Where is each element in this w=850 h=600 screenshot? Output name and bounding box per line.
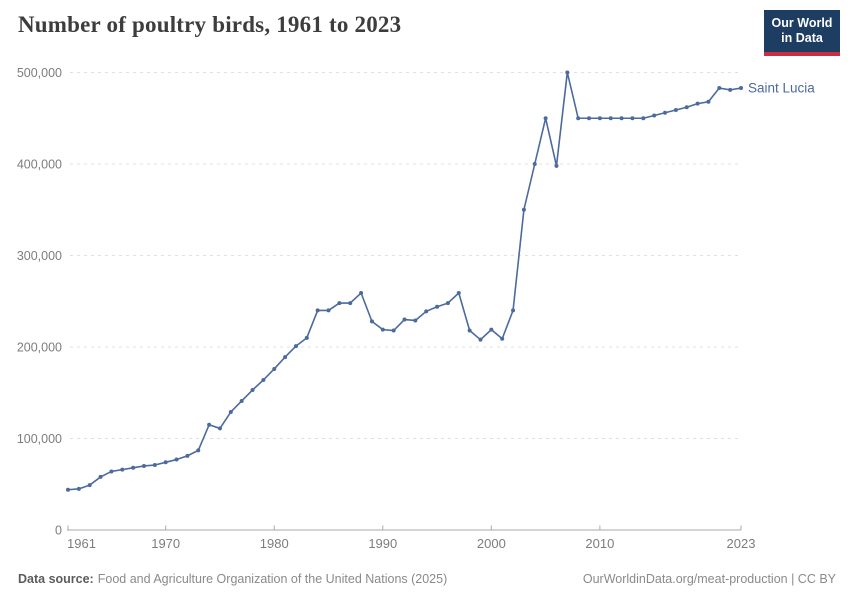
data-point[interactable] [98,474,103,479]
data-point[interactable] [684,105,689,110]
data-point[interactable] [109,469,114,474]
data-point[interactable] [587,116,592,121]
data-line [67,71,742,491]
data-point[interactable] [207,422,212,427]
x-tick-label: 1990 [368,536,397,551]
data-point[interactable] [576,116,581,121]
y-tick-label: 300,000 [17,249,62,263]
data-point[interactable] [348,301,353,306]
data-point[interactable] [380,327,385,332]
y-tick-label: 100,000 [17,432,62,446]
data-point[interactable] [163,460,168,465]
data-point[interactable] [185,453,190,458]
data-point[interactable] [663,110,668,115]
data-point[interactable] [174,457,179,462]
data-point[interactable] [673,108,678,113]
data-point[interactable] [424,309,429,314]
data-point[interactable] [228,409,233,414]
data-point[interactable] [597,116,602,121]
data-point[interactable] [272,366,277,371]
data-point[interactable] [196,448,201,453]
data-point[interactable] [152,463,157,468]
data-point[interactable] [511,308,516,313]
data-point[interactable] [304,335,309,340]
data-point[interactable] [608,116,613,121]
data-point[interactable] [695,101,700,106]
data-point[interactable] [369,319,374,324]
y-tick-label: 0 [55,524,62,538]
data-point[interactable] [66,487,70,492]
data-point[interactable] [337,301,342,306]
data-point[interactable] [261,377,266,382]
data-point[interactable] [413,318,418,323]
x-tick-label: 2010 [585,536,614,551]
data-point[interactable] [641,116,646,121]
data-point[interactable] [76,486,81,491]
data-point[interactable] [391,328,396,333]
data-point[interactable] [739,86,743,91]
data-source-note: Data source: Food and Agriculture Organiz… [18,572,447,586]
owid-logo: Our World in Data [764,10,840,56]
data-point[interactable] [250,388,255,393]
credit-link[interactable]: OurWorldinData.org/meat-production | CC … [582,572,836,586]
x-tick-label: 2000 [477,536,506,551]
data-point[interactable] [630,116,635,121]
data-point[interactable] [141,463,146,468]
data-point[interactable] [467,328,472,333]
data-point[interactable] [402,317,407,322]
data-point[interactable] [717,86,722,91]
x-tick-label: 2023 [727,536,756,551]
chart-footer: Data source: Food and Agriculture Organiz… [18,572,836,586]
data-point[interactable] [217,426,222,431]
x-tick-label: 1980 [260,536,289,551]
data-point[interactable] [554,163,559,168]
data-point[interactable] [532,162,537,166]
data-point[interactable] [131,465,136,470]
x-tick-label: 1961 [67,536,96,551]
entity-label[interactable]: Saint Lucia [748,81,815,96]
data-point[interactable] [87,483,92,488]
owid-logo-line1: Our World [771,16,833,30]
data-point[interactable] [445,301,450,306]
data-point[interactable] [500,336,505,341]
data-point[interactable] [359,291,364,296]
data-point[interactable] [489,327,494,332]
data-point[interactable] [706,99,711,104]
data-point[interactable] [456,291,461,296]
data-point[interactable] [435,304,440,309]
data-point[interactable] [326,308,331,313]
data-point[interactable] [239,398,244,403]
data-point[interactable] [293,344,298,349]
y-tick-label: 500,000 [17,66,62,80]
data-point[interactable] [120,467,125,472]
chart-title: Number of poultry birds, 1961 to 2023 [18,12,402,37]
data-source-text: Food and Agriculture Organization of the… [97,572,448,586]
x-tick-label: 1970 [151,536,180,551]
data-point[interactable] [619,116,624,121]
data-point[interactable] [283,355,288,360]
data-point[interactable] [521,207,526,212]
data-point[interactable] [315,308,320,313]
data-point[interactable] [652,113,657,118]
data-point[interactable] [478,337,483,342]
y-tick-label: 200,000 [17,341,62,355]
y-tick-label: 400,000 [17,158,62,172]
data-point[interactable] [728,87,733,92]
owid-logo-line2: in Data [781,31,823,46]
data-point[interactable] [565,70,570,75]
data-source-label: Data source: [18,572,94,586]
data-point[interactable] [543,116,548,121]
